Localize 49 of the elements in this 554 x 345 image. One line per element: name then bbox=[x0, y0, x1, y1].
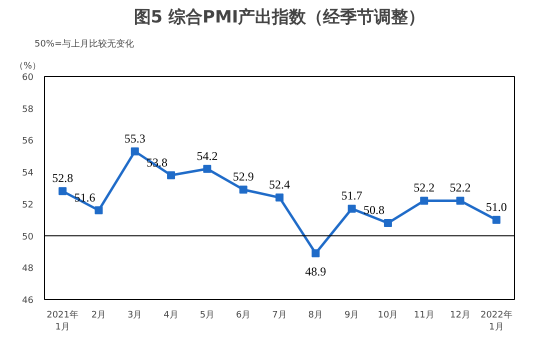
y-tick-label: 58 bbox=[22, 104, 34, 115]
y-tick-label: 50 bbox=[22, 232, 34, 242]
point bbox=[456, 196, 464, 205]
x-tick-label: 7月 bbox=[272, 310, 287, 320]
x-tick-label: 2022年 1月 bbox=[480, 310, 512, 332]
point bbox=[492, 216, 500, 224]
point bbox=[130, 147, 139, 156]
x-tick-label: 11月 bbox=[414, 310, 434, 320]
text: 54.2 bbox=[196, 148, 218, 163]
text: 52.2 bbox=[414, 180, 435, 195]
point bbox=[420, 196, 428, 205]
text: 55.3 bbox=[124, 131, 146, 146]
y-tick-label: 56 bbox=[22, 136, 34, 147]
text: 52.2 bbox=[450, 180, 471, 195]
text: 51.7 bbox=[341, 188, 362, 203]
text: 51.0 bbox=[486, 200, 507, 214]
point bbox=[384, 219, 392, 228]
x-tick-label: 4月 bbox=[164, 310, 178, 320]
y-axis-title: （%） bbox=[14, 62, 42, 72]
y-tick-label: 54 bbox=[22, 168, 34, 179]
x-tick-label: 9月 bbox=[344, 310, 360, 320]
x-tick-label: 3月 bbox=[128, 310, 142, 320]
text: 52.4 bbox=[269, 178, 290, 192]
x-tick-label: 2021年 1月 bbox=[46, 310, 79, 332]
text: 52.8 bbox=[52, 171, 74, 186]
point bbox=[239, 186, 248, 194]
chart-title: 图5 综合PMI产出指数（经季节调整） bbox=[134, 8, 426, 28]
point bbox=[58, 187, 67, 196]
text: 50%=与上月比较无变化 bbox=[34, 38, 134, 50]
x-tick-label: 2月 bbox=[91, 310, 106, 320]
y-tick-label: 52 bbox=[22, 200, 34, 210]
point bbox=[312, 249, 320, 258]
x-tick-label: 8月 bbox=[308, 310, 324, 320]
x-tick-label: 12月 bbox=[450, 310, 470, 320]
text: 50.8 bbox=[363, 203, 384, 218]
point bbox=[348, 204, 356, 213]
y-tick-label: 48 bbox=[22, 264, 34, 274]
point bbox=[94, 206, 103, 214]
point bbox=[203, 164, 212, 173]
text: 52.9 bbox=[232, 170, 254, 184]
y-tick-label: 60 bbox=[22, 73, 34, 83]
x-tick-label: 5月 bbox=[200, 310, 215, 320]
point bbox=[167, 171, 176, 180]
point bbox=[276, 194, 284, 202]
text: 48.9 bbox=[305, 264, 326, 278]
x-tick-label: 6月 bbox=[236, 310, 251, 320]
x-tick-label: 10月 bbox=[378, 310, 398, 320]
y-tick-label: 46 bbox=[22, 296, 34, 306]
text: 51.6 bbox=[74, 190, 96, 204]
